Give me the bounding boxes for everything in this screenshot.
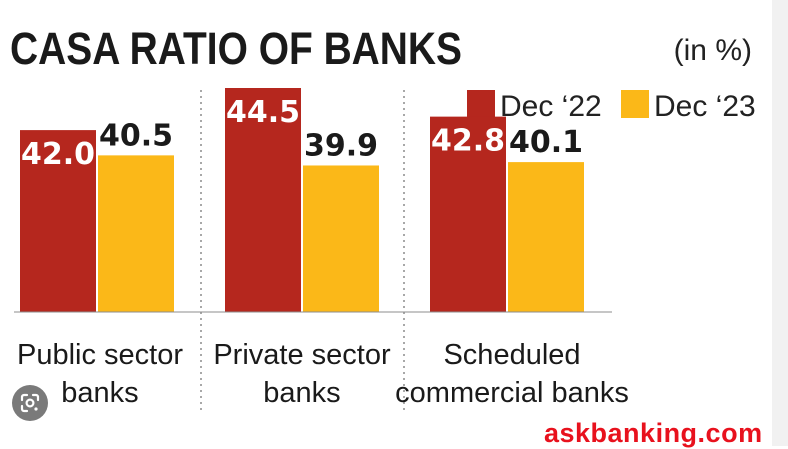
bar-dec-23 (508, 162, 584, 312)
data-label: 42.8 (431, 124, 505, 159)
right-edge-strip (772, 0, 788, 446)
category-label: Scheduled (443, 339, 580, 371)
bar-dec-22 (225, 88, 301, 312)
data-label: 42.0 (21, 137, 95, 172)
legend-swatch-dec-22 (467, 90, 495, 118)
legend: Dec ‘22 Dec ‘23 (467, 90, 756, 123)
data-label: 39.9 (304, 128, 378, 163)
value-labels: 42.0 44.5 42.8 40.5 39.9 40.1 (21, 95, 583, 172)
watermark: askbanking.com (544, 418, 763, 448)
bars (20, 88, 584, 312)
category-label: Public sector (17, 339, 183, 371)
google-lens-icon (20, 393, 40, 413)
unit-label: (in %) (674, 34, 752, 67)
category-label: banks (263, 377, 340, 409)
bar-dec-22 (430, 116, 506, 312)
category-label: Private sector (213, 339, 391, 371)
bar-dec-23 (98, 155, 174, 312)
category-label: commercial banks (395, 377, 629, 409)
data-label: 40.1 (509, 125, 583, 160)
chart-title: CASA RATIO OF BANKS (10, 23, 462, 74)
legend-label-dec-22: Dec ‘22 (500, 90, 602, 123)
legend-label-dec-23: Dec ‘23 (654, 90, 756, 123)
legend-swatch-dec-23 (621, 90, 649, 118)
google-lens-button[interactable] (12, 385, 48, 421)
category-label: banks (61, 377, 138, 409)
bar-dec-22 (20, 130, 96, 312)
data-label: 44.5 (226, 95, 300, 130)
bar-dec-23 (303, 165, 379, 312)
category-labels: Public sector banks Private sector banks Sch… (17, 339, 629, 409)
data-label: 40.5 (99, 118, 173, 153)
